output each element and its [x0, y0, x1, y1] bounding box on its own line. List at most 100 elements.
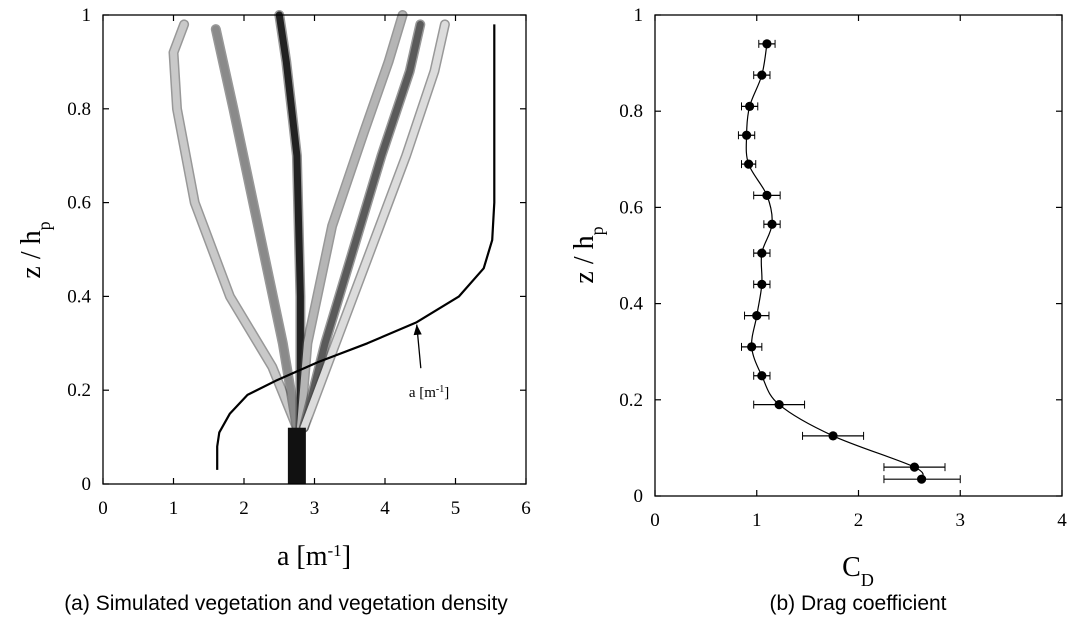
panel-a-annotation-main: a [m [409, 385, 436, 401]
panel-b-y-tick-label: 0.2 [619, 390, 643, 411]
panel-a-caption: (a) Simulated vegetation and vegetation … [64, 592, 508, 615]
panel-a-y-tick-label: 0.4 [67, 286, 91, 307]
panel-b-x-axis-label-main: C [842, 552, 861, 583]
panel-a-x-tick-label: 0 [98, 498, 108, 519]
panel-b-line [745, 43, 924, 480]
panel-b-ticks: 0 1 2 3 4 0 0.2 0.4 0.6 0.8 1 [619, 5, 1067, 531]
panel-a-x-tick: 1 [169, 15, 179, 519]
panel-a: 0 1 2 3 4 5 600.20.40.60.81 a [m-1] a [m-1] z … [16, 5, 531, 615]
panel-a-annotation-sup: -1 [436, 384, 444, 395]
panel-b-y-tick-label: 0.4 [619, 294, 643, 315]
panel-b-x-tick: 0 [650, 15, 660, 531]
data-point [757, 371, 767, 381]
data-point [828, 431, 838, 441]
panel-b-y-axis-label-sub: p [587, 226, 607, 235]
panel-b: 0 1 2 3 4 0 0.2 0.4 0.6 0.8 1 CD z / hp (b) Drag c… [569, 5, 1067, 615]
vegetation-blade [275, 11, 304, 432]
panel-a-x-tick-label: 5 [451, 498, 461, 519]
panel-a-x-tick-label: 2 [239, 498, 249, 519]
panel-b-plot-frame [654, 14, 1063, 497]
panel-a-annotation-arrow [413, 324, 422, 369]
data-point [774, 400, 784, 410]
panel-a-x-tick: 5 [451, 15, 461, 519]
panel-a-x-tick: 2 [239, 15, 249, 519]
panel-a-y-axis-label-sub: p [34, 221, 54, 230]
panel-a-density-line [216, 24, 496, 470]
panel-a-annotation-label: a [m-1] [409, 384, 449, 402]
vegetation-blade [170, 20, 301, 432]
drag-coefficient-line [745, 43, 924, 480]
panel-a-x-tick: 4 [380, 15, 390, 519]
panel-b-x-tick: 1 [752, 15, 762, 531]
panel-a-stem [287, 427, 306, 484]
panel-b-y-tick-label: 0.6 [619, 197, 643, 218]
data-point [744, 159, 754, 169]
panel-b-y-tick-label: 0 [634, 486, 644, 507]
data-point [747, 342, 757, 352]
panel-a-x-tick-label: 6 [521, 498, 531, 519]
panel-b-y-tick: 0.6 [619, 197, 1062, 218]
vegetation-blade [212, 25, 301, 432]
vegetation-stem [287, 427, 306, 484]
panel-a-ticks: 0 1 2 3 4 5 6 0 0.2 0.4 0.6 0.8 1 [67, 5, 531, 519]
data-point [752, 311, 762, 321]
panel-b-y-tick: 0.2 [619, 390, 1062, 411]
panel-b-y-axis-label: z / hp [569, 226, 607, 283]
panel-a-x-axis-label: a [m-1] [277, 541, 351, 573]
panel-a-x-tick-label: 3 [310, 498, 320, 519]
panel-a-x-tick-label: 4 [380, 498, 390, 519]
data-point [767, 219, 777, 229]
panel-b-x-tick-label: 0 [650, 510, 660, 531]
panel-b-y-axis-label-main: z / h [569, 235, 600, 283]
panel-a-y-tick-label: 0.6 [67, 193, 91, 214]
panel-b-y-tick: 0 [634, 486, 1062, 507]
panel-a-x-tick: 3 [310, 15, 320, 519]
panel-a-y-axis-label-main: z / h [16, 230, 47, 278]
data-point [745, 101, 755, 111]
panel-a-y-tick: 0.6 [67, 193, 526, 214]
panel-b-error-bars [737, 39, 961, 484]
panel-a-y-tick-label: 0.2 [67, 380, 91, 401]
panel-b-y-tick: 0.8 [619, 101, 1062, 122]
panel-a-x-tick-label: 1 [169, 498, 179, 519]
annotation-arrow-head [413, 324, 422, 336]
panel-a-y-tick-label: 0 [82, 474, 92, 495]
panel-a-x-axis-label-end: ] [342, 541, 351, 572]
panel-b-x-tick: 3 [956, 15, 966, 531]
panel-a-y-tick: 0.2 [67, 380, 526, 401]
data-point [762, 39, 772, 49]
data-point [762, 190, 772, 200]
panel-a-y-axis-label: z / hp [16, 221, 54, 278]
panel-a-y-tick-label: 1 [82, 5, 92, 26]
panel-b-x-tick-label: 4 [1057, 510, 1067, 531]
panel-a-y-tick-label: 0.8 [67, 99, 91, 120]
panel-a-y-tick: 0 [82, 474, 526, 495]
data-point [916, 474, 927, 484]
panel-a-x-tick: 6 [521, 15, 531, 519]
panel-b-x-tick-label: 3 [956, 510, 966, 531]
panel-b-x-axis-label-sub: D [861, 570, 874, 590]
panel-b-x-tick: 4 [1057, 15, 1067, 531]
panel-a-x-axis-label-main: a [m [277, 541, 328, 572]
panel-b-caption: (b) Drag coefficient [769, 592, 946, 615]
panel-b-x-axis-label: CD [842, 552, 874, 590]
panel-b-x-tick-label: 1 [752, 510, 762, 531]
panel-b-y-tick-label: 0.8 [619, 101, 643, 122]
data-point [741, 130, 752, 140]
panel-b-x-tick: 2 [854, 15, 864, 531]
data-point [757, 70, 767, 80]
panel-a-y-tick: 0.8 [67, 99, 526, 120]
panel-b-points [741, 39, 927, 484]
panel-a-y-tick: 0.4 [67, 286, 526, 307]
vegetation-blade [296, 11, 407, 432]
vegetation-blade [300, 20, 424, 432]
data-point [757, 248, 767, 258]
panel-b-y-tick: 0.4 [619, 294, 1062, 315]
panel-b-x-tick-label: 2 [854, 510, 864, 531]
panel-a-annotation-end: ] [444, 385, 449, 401]
vegetation-blade-outline [168, 19, 302, 433]
panel-a-x-tick: 0 [98, 15, 108, 519]
panel-b-y-tick: 1 [634, 5, 1062, 26]
data-point [757, 279, 767, 289]
